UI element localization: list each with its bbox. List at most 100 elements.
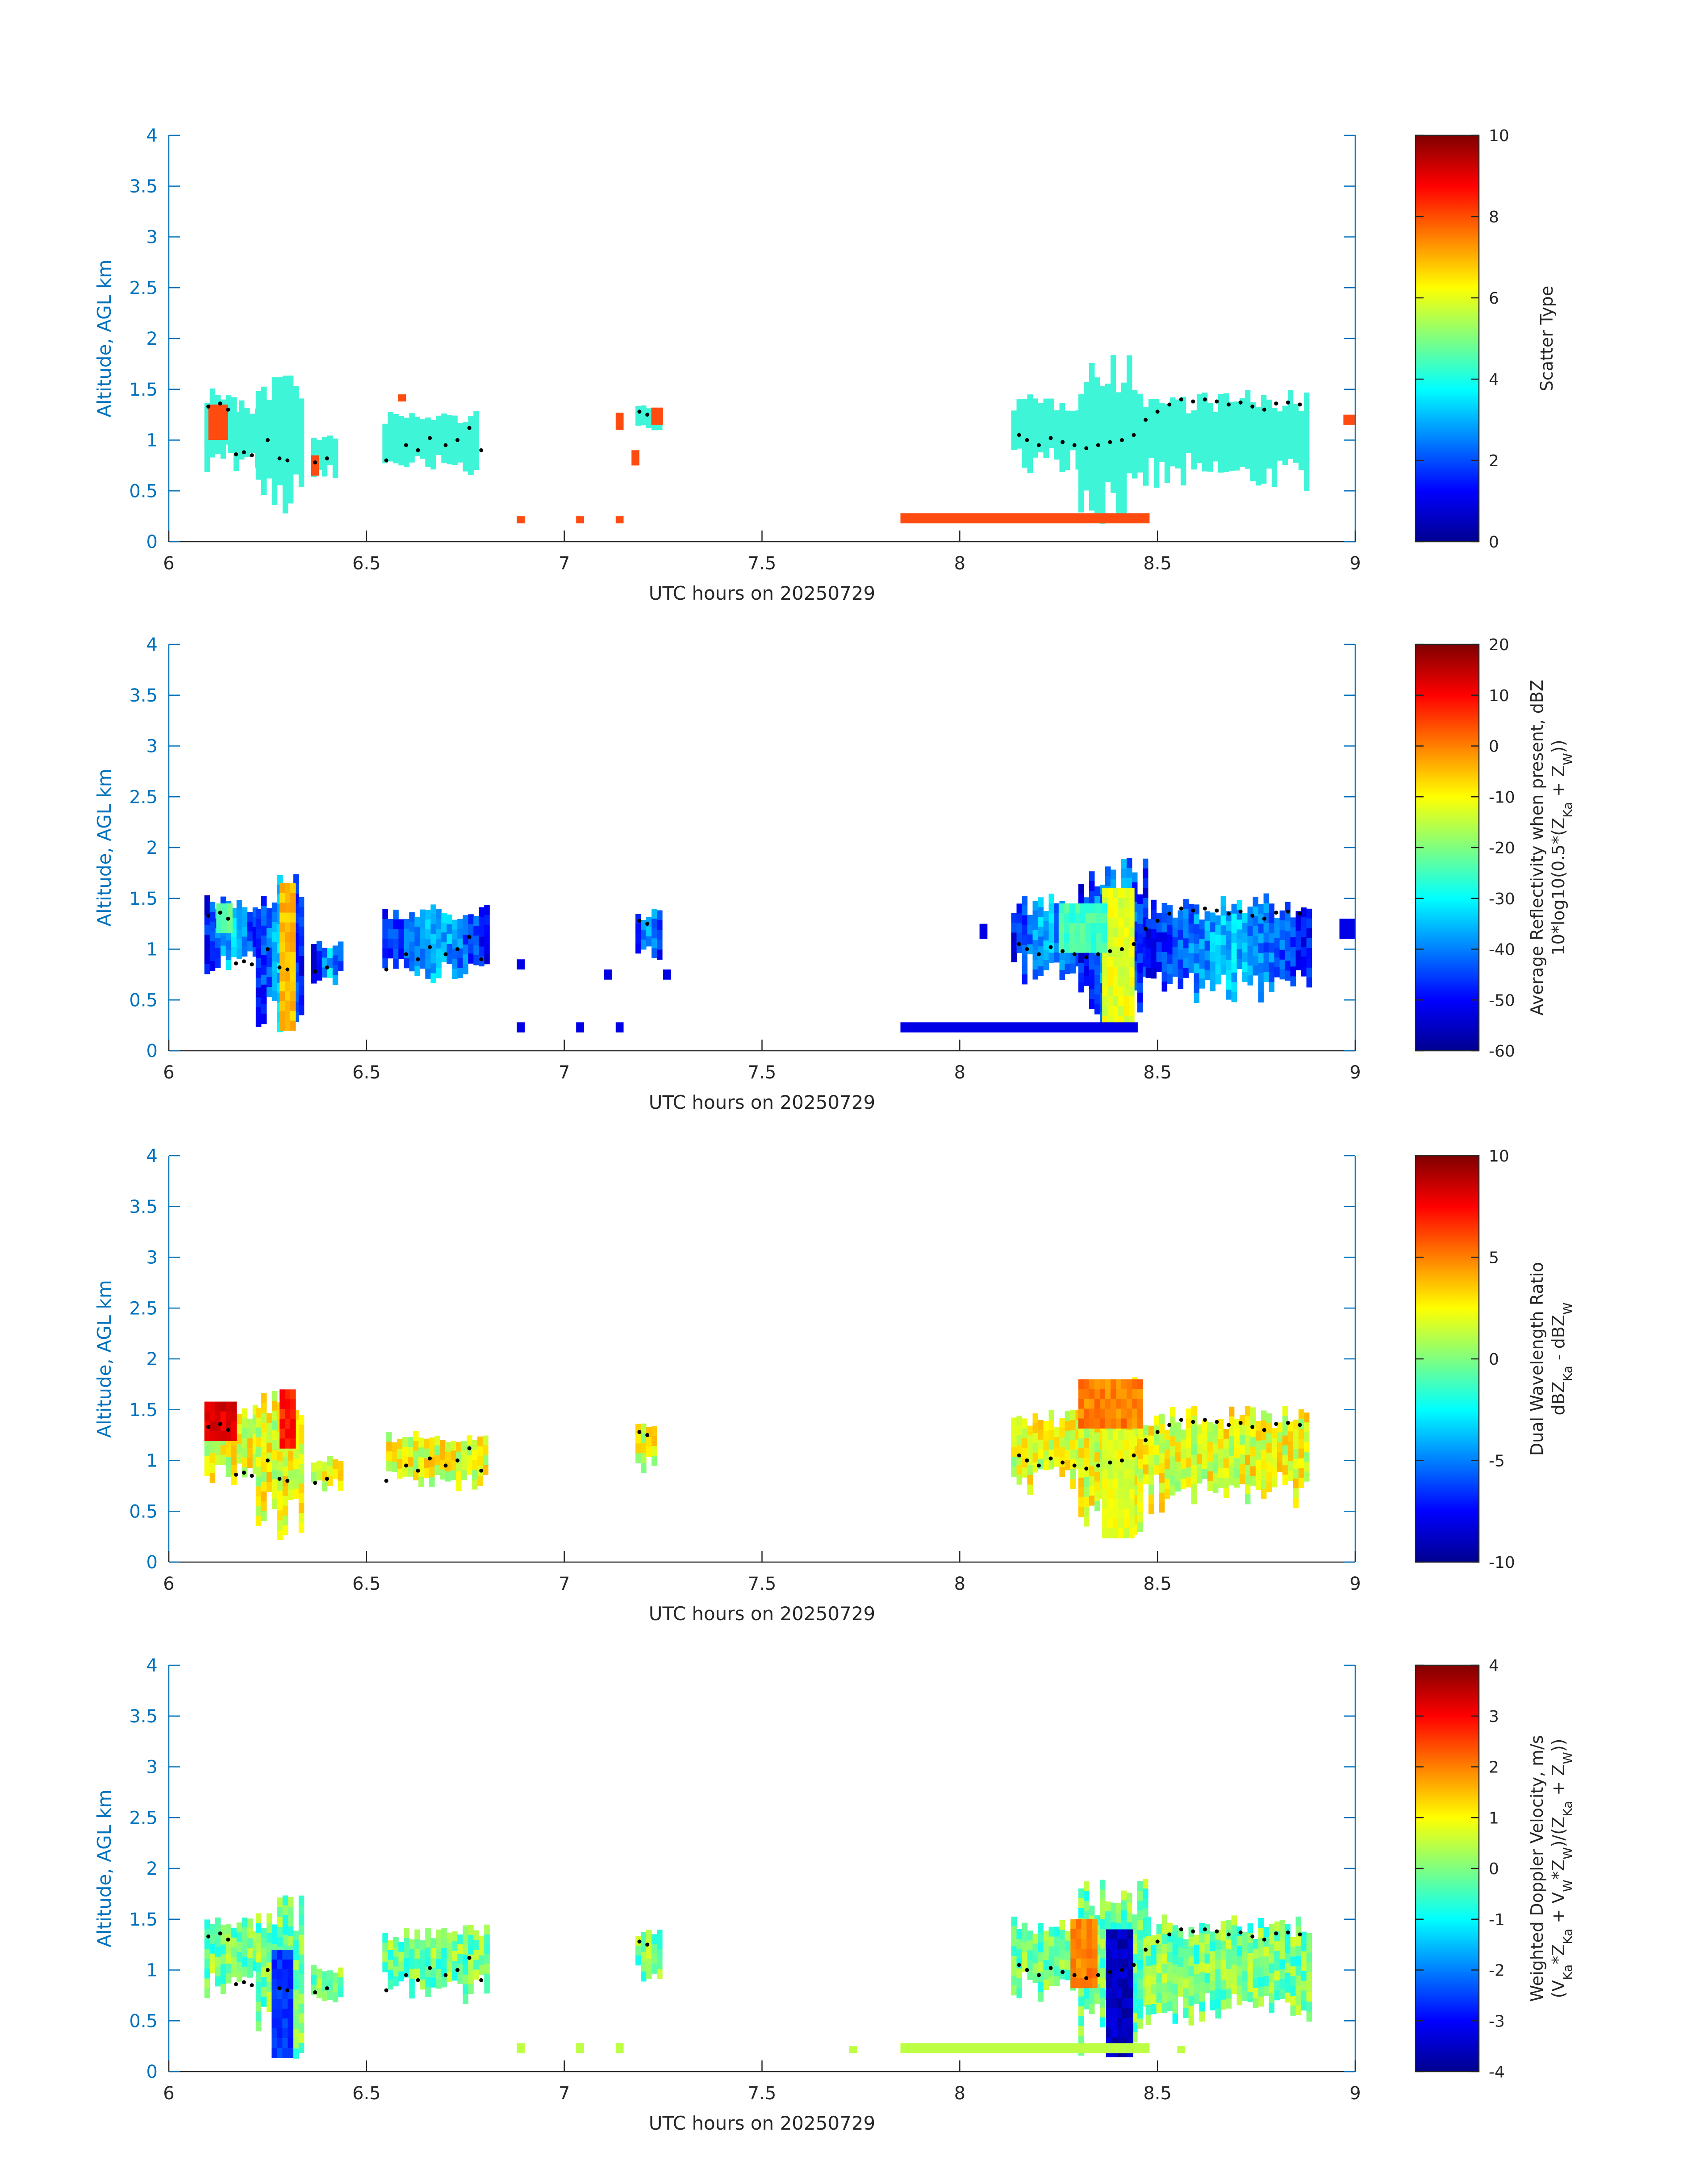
reflectivity-core-cell	[1113, 967, 1119, 977]
doppler-cell	[388, 1950, 393, 1960]
dwr-cell	[1078, 1458, 1084, 1468]
scatter-type-cell	[1078, 483, 1084, 493]
colorbar-label-subscript: Ka	[1560, 1801, 1575, 1817]
dwr-cell	[338, 1480, 344, 1491]
reflectivity-cell	[1016, 933, 1022, 943]
dwr-cell	[1084, 1447, 1090, 1458]
doppler-core-cell	[282, 2028, 288, 2039]
doppler-cell	[1156, 1953, 1162, 1964]
colorbar-label-text: - dBZ	[1549, 1315, 1568, 1366]
doppler-cell	[1145, 1975, 1152, 1986]
doppler-cell	[1199, 1982, 1205, 1992]
doppler-cell	[1188, 1996, 1194, 2006]
reflectivity-cell	[404, 928, 409, 939]
cloud-base-dot	[285, 967, 290, 972]
reflectivity-cell	[1143, 888, 1148, 898]
reflectivity-cell	[1269, 933, 1275, 943]
reflectivity-cell	[1215, 964, 1221, 975]
scatter-type-cell	[420, 448, 426, 459]
dwr-cell	[1032, 1462, 1038, 1473]
doppler-cell	[1078, 1996, 1084, 2007]
dwr-cell	[1228, 1426, 1235, 1437]
doppler-cell	[1204, 1953, 1211, 1964]
doppler-cell	[277, 1907, 283, 1918]
reflectivity-cell	[1253, 956, 1259, 966]
scatter-type-cell	[1121, 451, 1127, 462]
cloud-base-dot	[416, 448, 420, 452]
dwr-core-cell	[1132, 1399, 1138, 1409]
scatter-type-cell	[1089, 432, 1095, 442]
reflectivity-cell	[425, 919, 431, 930]
dwr-cell	[271, 1469, 278, 1480]
scatter-type-cell	[1164, 414, 1170, 424]
scatter-type-cell	[1261, 444, 1267, 454]
reflectivity-cell	[332, 975, 338, 985]
reflectivity-cell	[266, 967, 272, 978]
reflectivity-core-cell	[1118, 928, 1124, 938]
reflectivity-cell	[420, 949, 426, 959]
dwr-cell	[651, 1436, 657, 1446]
dwr-cell	[1186, 1438, 1192, 1448]
doppler-cell	[255, 1972, 262, 1982]
doppler-cell	[215, 1937, 221, 1947]
doppler-cell	[414, 1959, 420, 1969]
reflectivity-cell	[1220, 965, 1227, 975]
doppler-cell	[298, 2043, 305, 2053]
scatter-type-cell	[409, 413, 415, 423]
dwr-core-cell	[1107, 1430, 1113, 1440]
dwr-cell	[1244, 1416, 1251, 1426]
doppler-core-cell	[277, 2028, 283, 2039]
doppler-cell	[1151, 1984, 1157, 1995]
reflectivity-cell	[1016, 923, 1022, 933]
dwr-cell	[467, 1465, 472, 1475]
doppler-core-cell	[1117, 1988, 1123, 1998]
dwr-core-cell	[1118, 1499, 1124, 1509]
dwr-core-cell	[1132, 1408, 1138, 1419]
doppler-core-cell	[1106, 1959, 1112, 1969]
reflectivity-cell	[1220, 915, 1227, 926]
dwr-cell	[1298, 1478, 1304, 1488]
scatter-type-cell	[1244, 419, 1251, 430]
dwr-cell	[1266, 1472, 1272, 1483]
scatter-type-cell	[441, 413, 447, 424]
reflectivity-cell	[1151, 899, 1157, 910]
dwr-core-cell	[1118, 1469, 1124, 1479]
dwr-cell	[424, 1468, 430, 1479]
doppler-cell	[1220, 1960, 1227, 1971]
reflectivity-cell	[1279, 969, 1286, 980]
reflectivity-core-cell	[1080, 913, 1086, 923]
reflectivity-cell	[1167, 974, 1173, 984]
cloud-base-dot	[206, 1425, 211, 1429]
doppler-cell	[452, 1960, 458, 1971]
doppler-cell	[1167, 1962, 1173, 1972]
cloud-base-dot	[467, 1446, 472, 1450]
reflectivity-cell	[242, 917, 248, 927]
cloud-base-dot	[1096, 1463, 1100, 1468]
dwr-cell	[1196, 1444, 1203, 1454]
reflectivity-cell	[1188, 953, 1194, 963]
scatter-type-cell	[1255, 416, 1261, 427]
doppler-cell	[1078, 1908, 1084, 1918]
dwr-cell	[1266, 1423, 1272, 1433]
doppler-cell	[1111, 1912, 1116, 1923]
reflectivity-cell	[1199, 949, 1205, 959]
dwr-cell	[1293, 1488, 1299, 1499]
doppler-core-cell	[1117, 2027, 1123, 2038]
doppler-core-cell	[1081, 1958, 1087, 1969]
dwr-cell	[261, 1471, 267, 1482]
dwr-cell	[1207, 1481, 1213, 1492]
dwr-core-cell	[1129, 1469, 1135, 1479]
scatter-type-cell	[1143, 456, 1149, 466]
doppler-cell	[1269, 1934, 1275, 1944]
cloud-base-dot	[404, 1973, 408, 1977]
scatter-type-cell	[1059, 462, 1065, 472]
reflectivity-cell	[1231, 923, 1237, 934]
dwr-cell	[1303, 1442, 1310, 1452]
y-tick-label: 2.5	[129, 1298, 158, 1319]
doppler-cell	[1226, 1939, 1232, 1950]
reflectivity-cell	[261, 945, 267, 956]
dwr-cell	[451, 1441, 456, 1451]
doppler-cell	[651, 1944, 657, 1954]
scatter-type-cell	[1054, 430, 1060, 440]
doppler-cell	[1011, 1985, 1017, 1996]
